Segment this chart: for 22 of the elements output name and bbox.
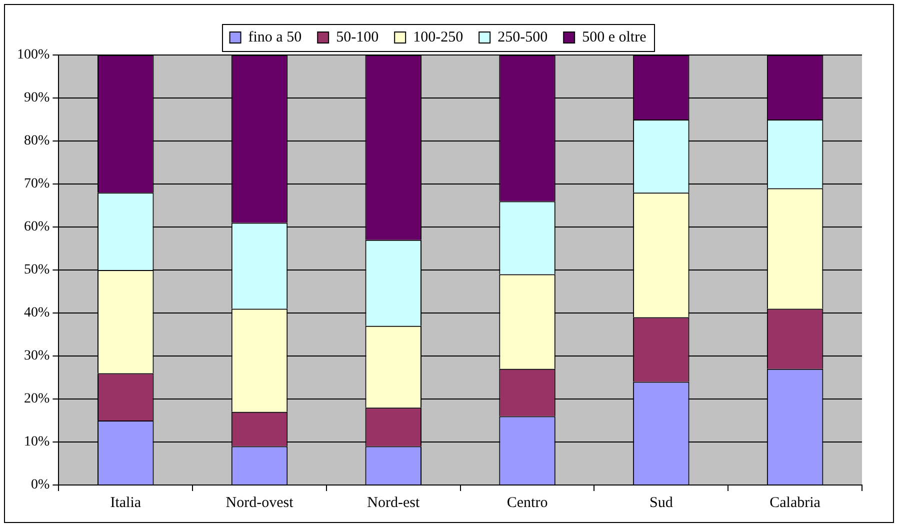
y-tick-label: 70% — [24, 176, 50, 192]
y-tick-label: 100% — [16, 48, 50, 63]
y-tick-label: 90% — [24, 90, 50, 106]
x-tick-label: Sud — [649, 494, 674, 511]
y-tick-label: 50% — [24, 262, 50, 278]
y-tick-label: 40% — [24, 306, 50, 321]
x-tick-label: Centro — [506, 494, 548, 511]
x-tick-label: Italia — [110, 494, 142, 511]
x-tick-label: Calabria — [770, 494, 821, 511]
x-tick-label: Nord-ovest — [226, 494, 294, 511]
legend-label: 100-250 — [413, 29, 464, 46]
y-tick-label: 20% — [24, 392, 50, 407]
y-tick-label: 30% — [24, 348, 50, 364]
legend-label: 50-100 — [336, 29, 379, 46]
x-tick-label: Nord-est — [367, 494, 420, 511]
legend-label: 500 e oltre — [582, 29, 647, 46]
y-tick-label: 80% — [24, 134, 50, 149]
y-tick-label: 0% — [30, 478, 50, 493]
legend-label: 250-500 — [498, 29, 548, 46]
y-tick-label: 10% — [24, 434, 50, 450]
y-tick-label: 60% — [24, 220, 50, 235]
legend-label: fino a 50 — [248, 29, 302, 46]
